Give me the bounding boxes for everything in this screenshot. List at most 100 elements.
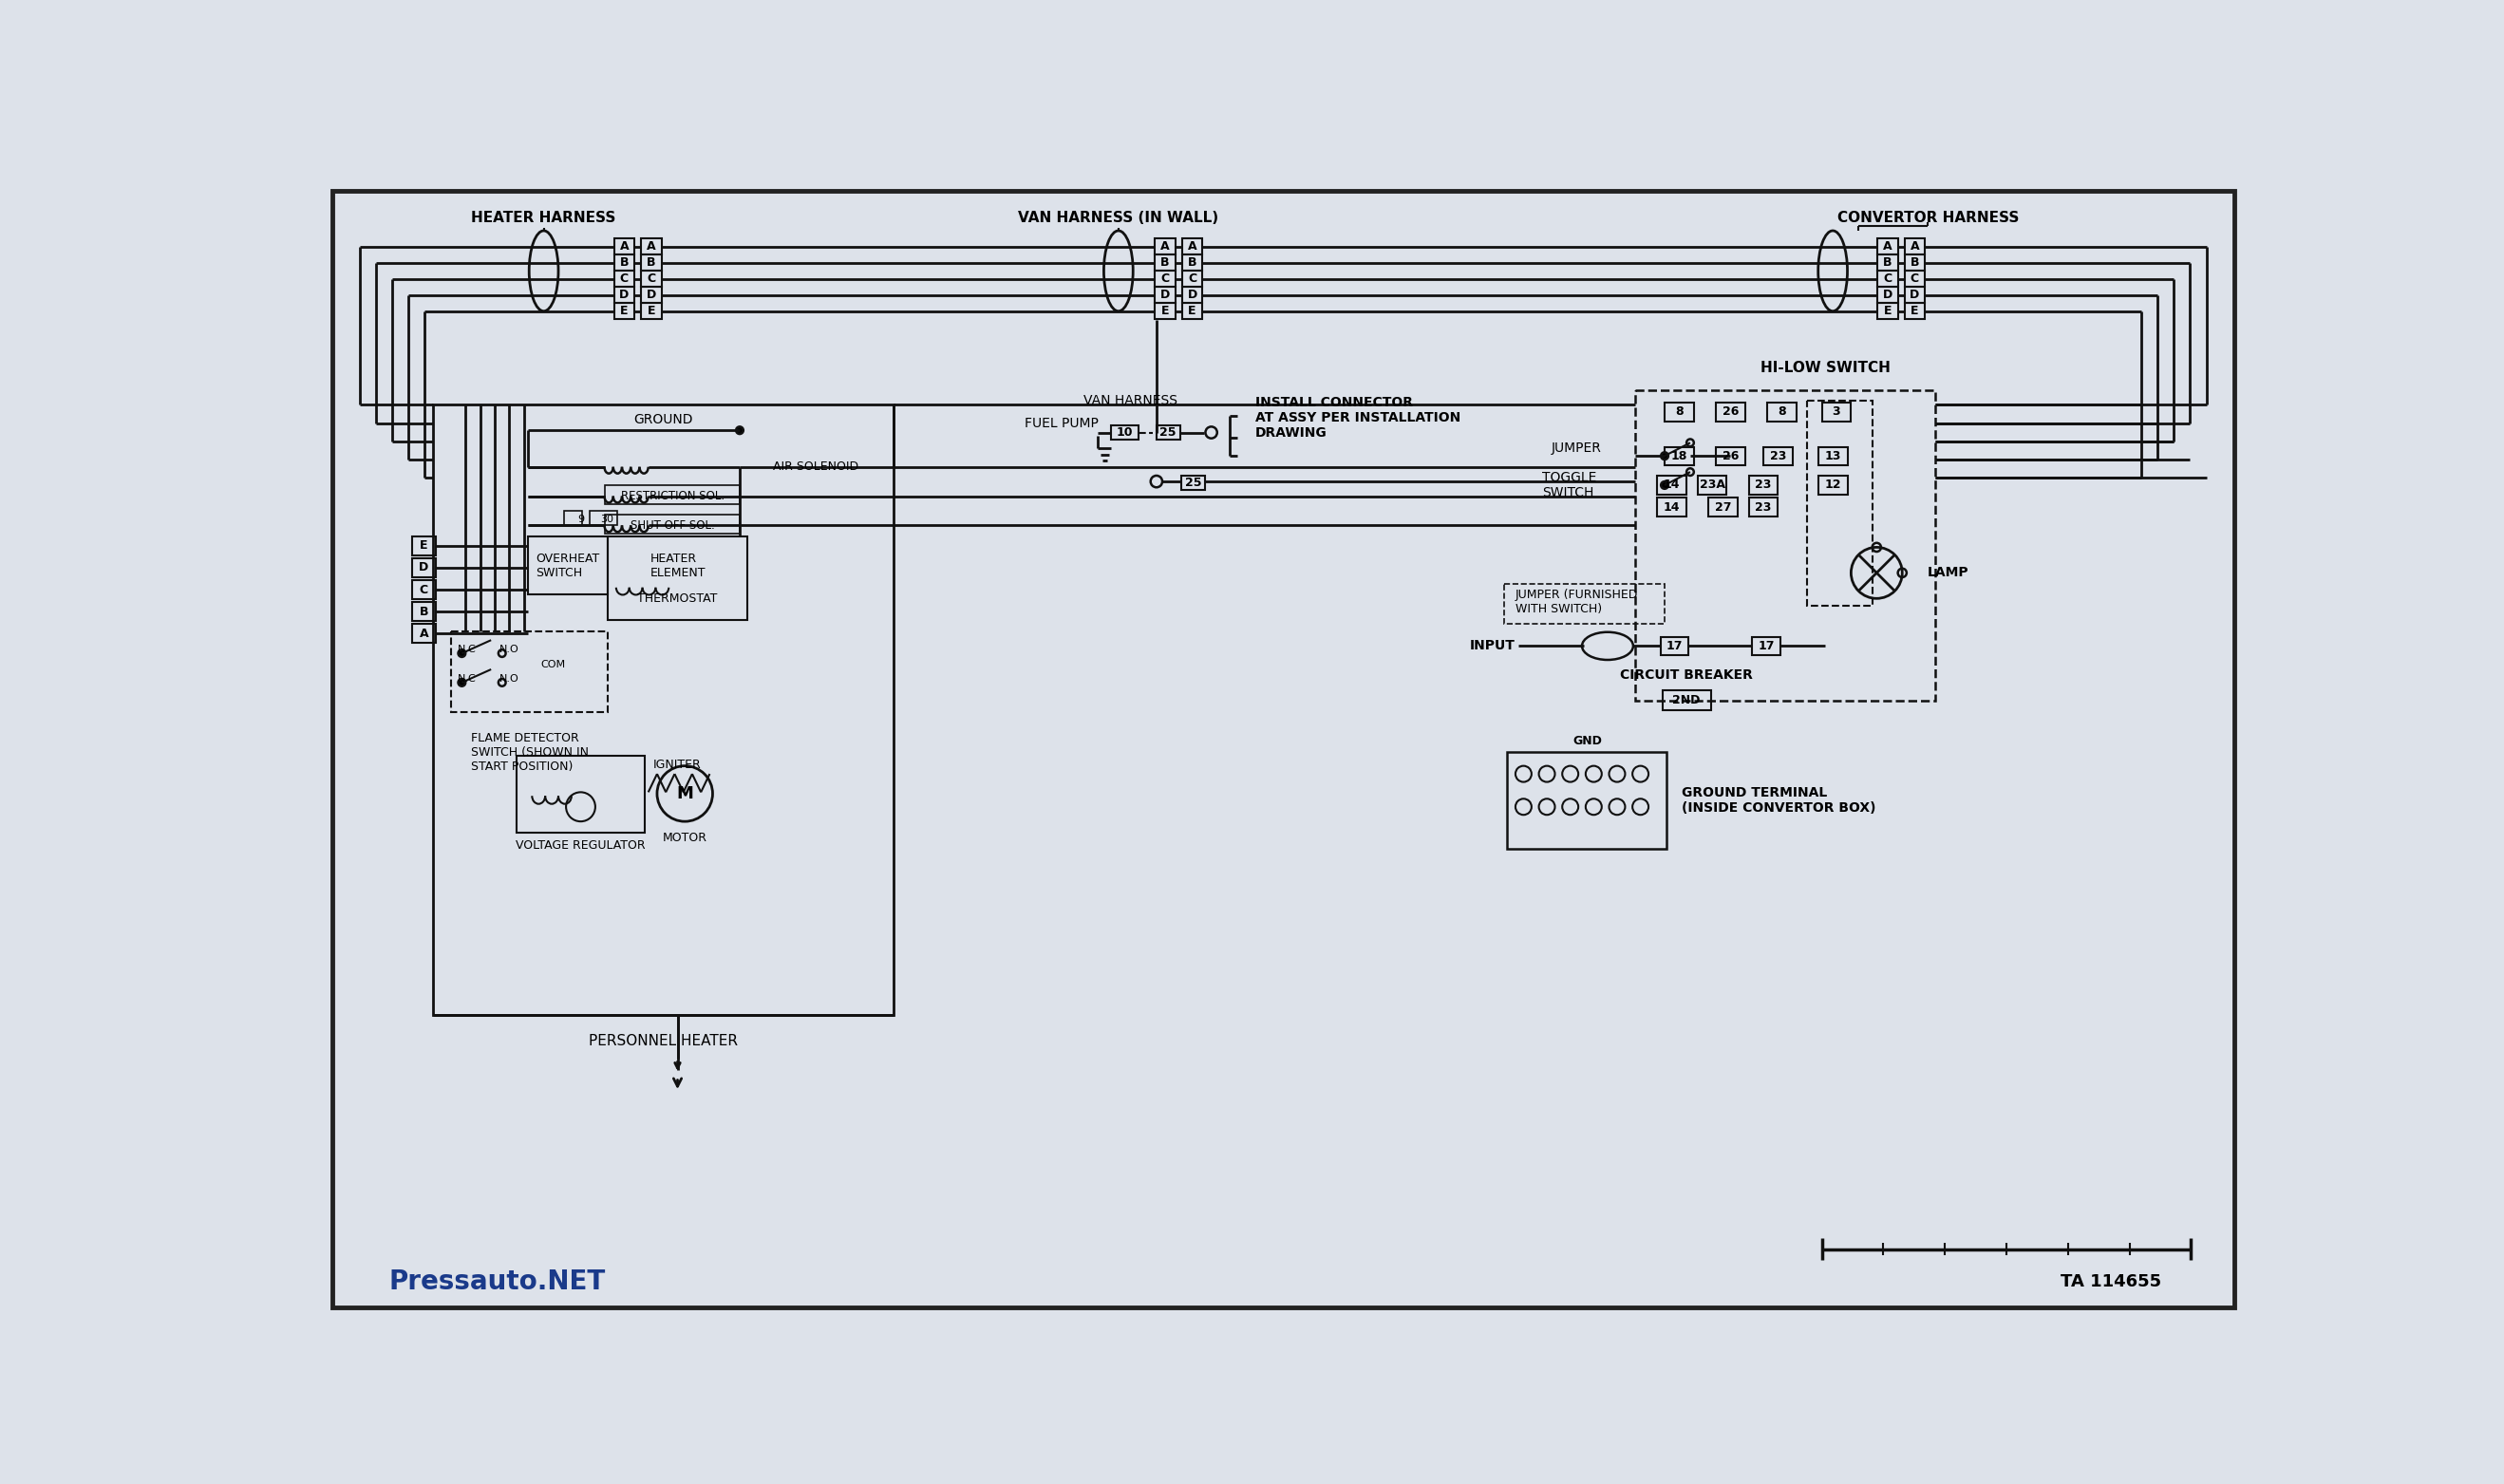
Bar [1182, 286, 1202, 303]
Text: C: C [1187, 273, 1197, 285]
Text: A: A [1187, 240, 1197, 252]
Text: C: C [621, 273, 629, 285]
Bar [1715, 447, 1745, 464]
Bar [1768, 402, 1795, 421]
Text: CONVERTOR HARNESS: CONVERTOR HARNESS [1838, 211, 2018, 226]
Text: JUMPER (FURNISHED
WITH SWITCH): JUMPER (FURNISHED WITH SWITCH) [1515, 589, 1638, 616]
Bar [1658, 499, 1688, 516]
Text: 10: 10 [1117, 426, 1134, 439]
Text: C: C [646, 273, 656, 285]
Bar [641, 286, 661, 303]
Text: A: A [646, 240, 656, 252]
Text: 23: 23 [1755, 479, 1770, 491]
Text: GND: GND [1573, 735, 1603, 746]
Bar [1154, 272, 1174, 286]
Text: B: B [418, 605, 428, 617]
Text: N.C: N.C [458, 674, 476, 684]
Text: VOLTAGE REGULATOR: VOLTAGE REGULATOR [516, 840, 646, 852]
Bar [413, 536, 436, 555]
Text: N.O: N.O [498, 646, 518, 654]
Bar [413, 625, 436, 643]
Text: GROUND: GROUND [634, 413, 694, 426]
Text: B: B [618, 257, 629, 269]
Bar [433, 405, 894, 1015]
Text: SHUT OFF SOL.: SHUT OFF SOL. [631, 519, 714, 531]
Bar [1708, 499, 1738, 516]
Text: E: E [421, 540, 428, 552]
Bar [1753, 637, 1780, 654]
Text: HEATER
ELEMENT: HEATER ELEMENT [649, 552, 706, 579]
Text: 23A: 23A [1700, 479, 1725, 491]
Bar [1748, 476, 1778, 494]
Text: 14: 14 [1663, 502, 1680, 513]
Text: 3: 3 [1833, 405, 1840, 418]
Text: D: D [1883, 289, 1893, 301]
Bar [1715, 402, 1745, 421]
Text: 26: 26 [1723, 405, 1738, 418]
Bar [413, 580, 436, 600]
Bar [608, 536, 746, 620]
Text: D: D [418, 561, 428, 574]
Bar [1658, 476, 1688, 494]
Text: A: A [1162, 240, 1169, 252]
Bar [1154, 303, 1174, 319]
Text: COM: COM [541, 659, 566, 669]
Text: VAN HARNESS (IN WALL): VAN HARNESS (IN WALL) [1019, 211, 1219, 226]
Text: HEATER HARNESS: HEATER HARNESS [471, 211, 616, 226]
Bar [1635, 390, 1936, 700]
Circle shape [458, 650, 466, 657]
Text: N.C: N.C [458, 646, 476, 654]
Text: JUMPER: JUMPER [1552, 442, 1603, 456]
Bar [1906, 239, 1926, 255]
Bar [1763, 447, 1793, 464]
Bar [1665, 402, 1693, 421]
Bar [641, 272, 661, 286]
Text: PERSONNEL HEATER: PERSONNEL HEATER [588, 1034, 739, 1048]
Text: AIR SOLENOID: AIR SOLENOID [774, 460, 859, 473]
Bar [603, 515, 739, 533]
Text: GROUND TERMINAL
(INSIDE CONVERTOR BOX): GROUND TERMINAL (INSIDE CONVERTOR BOX) [1680, 787, 1875, 815]
Text: A: A [1883, 240, 1893, 252]
Text: VAN HARNESS: VAN HARNESS [1084, 395, 1177, 408]
Text: E: E [621, 306, 629, 318]
Bar [1112, 426, 1139, 439]
Text: A: A [1911, 240, 1918, 252]
Bar [1698, 476, 1728, 494]
Text: C: C [1883, 273, 1893, 285]
Text: INSTALL CONNECTOR
AT ASSY PER INSTALLATION
DRAWING: INSTALL CONNECTOR AT ASSY PER INSTALLATI… [1255, 396, 1460, 439]
Text: 23: 23 [1755, 502, 1770, 513]
Text: RESTRICTION SOL.: RESTRICTION SOL. [621, 490, 724, 502]
Text: 30: 30 [601, 515, 613, 524]
Bar [613, 286, 634, 303]
Bar [1808, 401, 1873, 605]
Bar [1182, 255, 1202, 272]
Bar [613, 239, 634, 255]
Bar [1154, 255, 1174, 272]
Bar [591, 510, 618, 525]
Text: THERMOSTAT: THERMOSTAT [639, 592, 719, 604]
Bar [1157, 426, 1179, 439]
Bar [641, 303, 661, 319]
Bar [1818, 476, 1848, 494]
Bar [1660, 637, 1688, 654]
Text: E: E [1162, 306, 1169, 318]
Bar [1748, 499, 1778, 516]
Bar [641, 239, 661, 255]
Bar [1878, 255, 1898, 272]
Bar [1906, 272, 1926, 286]
Bar [1505, 583, 1665, 625]
Bar [413, 603, 436, 622]
Text: B: B [1162, 257, 1169, 269]
Text: 25: 25 [1184, 476, 1202, 490]
Text: TOGGLE
SWITCH: TOGGLE SWITCH [1542, 470, 1598, 500]
Text: 17: 17 [1758, 640, 1775, 651]
Bar [1878, 239, 1898, 255]
Bar [1663, 690, 1710, 711]
Text: IGNITER: IGNITER [654, 758, 701, 770]
Text: E: E [646, 306, 656, 318]
Text: C: C [1911, 273, 1918, 285]
Text: 14: 14 [1663, 479, 1680, 491]
Text: TA 114655: TA 114655 [2061, 1273, 2161, 1291]
Bar [1182, 272, 1202, 286]
Text: Pressauto.NET: Pressauto.NET [388, 1269, 606, 1296]
